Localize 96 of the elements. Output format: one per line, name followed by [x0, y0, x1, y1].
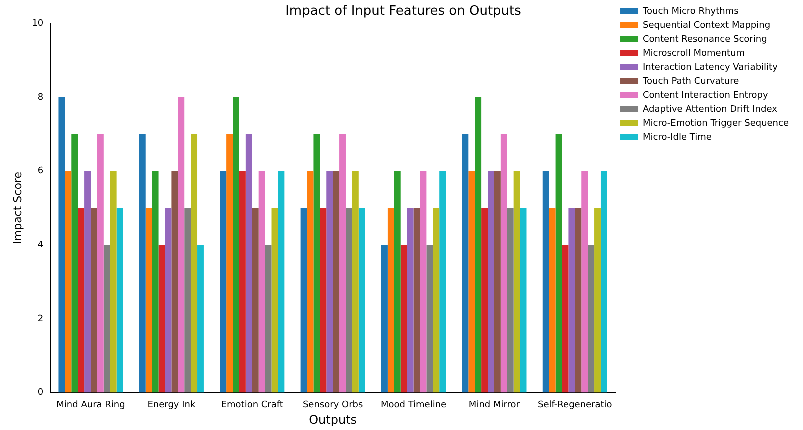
bar — [139, 134, 146, 393]
bar — [562, 245, 569, 393]
y-tick-label: 2 — [38, 314, 44, 324]
bar — [314, 134, 320, 393]
bar — [91, 208, 98, 393]
bar — [239, 171, 246, 393]
bar — [97, 134, 104, 393]
bar — [178, 97, 185, 393]
bar — [500, 134, 508, 393]
bar — [320, 208, 327, 393]
y-axis-title: Impact Score — [11, 172, 24, 244]
bar — [426, 245, 434, 393]
x-tick-label: Sensory Orbs — [302, 400, 364, 411]
bar — [84, 171, 91, 393]
bar — [65, 171, 72, 393]
bar — [494, 171, 501, 393]
bar — [307, 171, 314, 393]
bar — [226, 134, 234, 393]
bar — [514, 171, 520, 393]
bar — [542, 171, 550, 393]
bar — [146, 208, 152, 393]
y-tick-label: 8 — [38, 92, 44, 103]
bar — [104, 245, 110, 393]
x-tick-label: Emotion Craft — [221, 400, 284, 411]
bar — [388, 208, 394, 393]
x-tick-label: Mind Mirror — [468, 400, 520, 411]
legend-label: Microscroll Momentum — [643, 48, 746, 59]
y-tick-label: 6 — [38, 166, 44, 177]
bar — [58, 97, 66, 393]
bar — [220, 171, 227, 393]
bar — [158, 245, 166, 393]
bar — [165, 208, 172, 393]
legend-label: Touch Micro Rhythms — [642, 6, 740, 17]
bar — [246, 134, 252, 393]
bar — [326, 171, 334, 393]
bar — [72, 134, 78, 393]
legend-label: Content Resonance Scoring — [643, 34, 768, 45]
bar — [191, 134, 198, 393]
bar — [198, 245, 204, 393]
bar — [116, 208, 124, 393]
bar — [300, 208, 308, 393]
bar — [346, 208, 352, 393]
bar — [549, 208, 556, 393]
legend-label: Micro-Idle Time — [643, 132, 712, 143]
chart-title: Impact of Input Features on Outputs — [286, 4, 522, 20]
bar — [468, 171, 476, 393]
legend-label: Adaptive Attention Drift Index — [643, 104, 778, 115]
y-tick-label: 10 — [32, 18, 44, 29]
bar — [340, 134, 346, 393]
bar — [233, 97, 240, 393]
bar — [600, 171, 608, 393]
bar — [258, 171, 266, 393]
bar — [358, 208, 366, 393]
bar — [394, 171, 401, 393]
bar — [278, 171, 285, 393]
bar — [184, 208, 192, 393]
bar — [488, 171, 494, 393]
bar — [407, 208, 414, 393]
legend-label: Micro-Emotion Trigger Sequence — [643, 118, 790, 129]
legend-label: Interaction Latency Variability — [643, 62, 779, 73]
bar — [400, 245, 408, 393]
bar — [381, 245, 388, 393]
x-tick-label: Energy Ink — [148, 400, 196, 411]
bar — [507, 208, 514, 393]
bar — [575, 208, 582, 393]
bar — [265, 245, 272, 393]
bar — [588, 245, 595, 393]
bar — [110, 171, 117, 393]
bar — [568, 208, 576, 393]
bar — [252, 208, 259, 393]
bar — [462, 134, 469, 393]
bar — [440, 171, 446, 393]
bar — [333, 171, 340, 393]
bar — [414, 208, 420, 393]
bar — [172, 171, 178, 393]
y-tick-label: 4 — [38, 240, 44, 250]
legend-label: Sequential Context Mapping — [643, 20, 771, 31]
bar — [272, 208, 278, 393]
y-tick-label: 0 — [38, 388, 44, 398]
bar — [520, 208, 527, 393]
x-tick-label: Self-Regeneratio — [538, 400, 613, 411]
x-tick-label: Mind Aura Ring — [56, 400, 126, 411]
bar — [582, 171, 588, 393]
bar — [152, 171, 159, 393]
bar — [594, 208, 601, 393]
bar — [420, 171, 427, 393]
legend-label: Content Interaction Entropy — [643, 90, 769, 101]
bar — [475, 97, 482, 393]
bar — [433, 208, 440, 393]
legend-label: Touch Path Curvature — [642, 76, 740, 87]
bar — [556, 134, 562, 393]
bar — [78, 208, 85, 393]
x-tick-label: Mood Timeline — [380, 400, 448, 411]
x-axis-title: Outputs — [309, 412, 358, 427]
bar — [482, 208, 488, 393]
bar — [352, 171, 359, 393]
